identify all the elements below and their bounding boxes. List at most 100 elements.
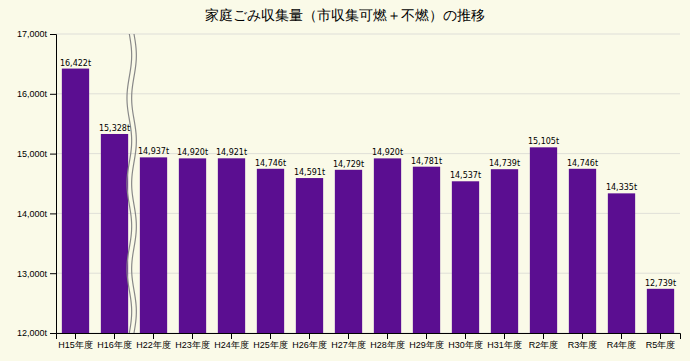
y-axis: 12,000t 13,000t 14,000t 15,000t 16,000t 17,00… bbox=[17, 29, 57, 338]
x-tick-mark bbox=[426, 333, 427, 339]
x-tick-label: H23年度 bbox=[175, 340, 210, 350]
x-tick: H27年度 bbox=[331, 333, 366, 350]
data-label: 15,328t bbox=[99, 124, 130, 133]
y-tick-mark bbox=[50, 273, 56, 274]
bar bbox=[530, 147, 557, 333]
grid bbox=[56, 34, 680, 333]
bar bbox=[296, 178, 323, 333]
x-tick-label: H22年度 bbox=[136, 340, 171, 350]
x-axis-line bbox=[57, 334, 681, 340]
data-label: 14,781t bbox=[411, 157, 442, 166]
y-tick-mark bbox=[50, 333, 56, 334]
x-tick-mark bbox=[387, 333, 388, 339]
data-label: 14,739t bbox=[489, 159, 520, 168]
x-tick-label: R2年度 bbox=[529, 340, 559, 350]
x-tick: H25年度 bbox=[253, 333, 288, 350]
y-tick: 13,000t bbox=[17, 269, 56, 279]
plot: 16,422t 15,328t 14,937t 14,920t 14,921t 14,74… bbox=[17, 29, 681, 350]
x-tick-mark bbox=[660, 333, 661, 339]
y-tick-label: 15,000t bbox=[17, 149, 48, 159]
x-tick-mark bbox=[153, 333, 154, 339]
x-tick: H26年度 bbox=[292, 333, 327, 350]
x-tick: H15年度 bbox=[58, 333, 93, 350]
bar bbox=[569, 169, 596, 333]
x-tick-label: H31年度 bbox=[487, 340, 522, 350]
x-tick-mark bbox=[504, 333, 505, 339]
y-axis-line bbox=[50, 35, 57, 334]
x-tick: H23年度 bbox=[175, 333, 210, 350]
axis-break bbox=[127, 34, 136, 333]
y-tick-mark bbox=[50, 34, 56, 35]
break-line bbox=[132, 34, 137, 333]
y-tick-mark bbox=[50, 154, 56, 155]
data-label: 14,335t bbox=[606, 183, 637, 192]
x-axis: H15年度 H16年度 H22年度 H23年度 H24年度 H25年度 H26年度 H27年度… bbox=[57, 333, 681, 350]
bar bbox=[374, 158, 401, 333]
break-line bbox=[127, 34, 132, 333]
bar bbox=[335, 170, 362, 333]
y-tick: 12,000t bbox=[17, 328, 56, 338]
title: 家庭ごみ収集量（市収集可燃＋不燃）の推移 bbox=[205, 7, 485, 23]
bar bbox=[491, 169, 518, 333]
x-tick-mark bbox=[114, 333, 115, 339]
x-tick: H31年度 bbox=[487, 333, 522, 350]
x-tick-label: H30年度 bbox=[448, 340, 483, 350]
x-tick: H22年度 bbox=[136, 333, 171, 350]
x-tick-mark bbox=[75, 333, 76, 339]
x-tick: H16年度 bbox=[97, 333, 132, 350]
x-tick-mark bbox=[621, 333, 622, 339]
bar bbox=[140, 157, 167, 333]
x-tick-label: H28年度 bbox=[370, 340, 405, 350]
x-tick-label: H29年度 bbox=[409, 340, 444, 350]
chart: 16,422t 15,328t 14,937t 14,920t 14,921t 14,74… bbox=[0, 0, 690, 361]
x-tick: H30年度 bbox=[448, 333, 483, 350]
x-tick-label: H15年度 bbox=[58, 340, 93, 350]
data-labels: 16,422t 15,328t 14,937t 14,920t 14,921t 14,74… bbox=[60, 59, 676, 288]
data-label: 14,921t bbox=[216, 148, 247, 157]
x-tick: R4年度 bbox=[607, 333, 637, 350]
x-tick-mark bbox=[192, 333, 193, 339]
data-label: 14,920t bbox=[372, 148, 403, 157]
y-tick: 17,000t bbox=[17, 29, 56, 39]
x-tick-label: H16年度 bbox=[97, 340, 132, 350]
data-label: 14,537t bbox=[450, 171, 481, 180]
y-tick-label: 14,000t bbox=[17, 209, 48, 219]
bar bbox=[608, 193, 635, 333]
bar bbox=[413, 167, 440, 333]
x-tick-label: H25年度 bbox=[253, 340, 288, 350]
x-tick: R5年度 bbox=[646, 333, 676, 350]
y-tick: 16,000t bbox=[17, 89, 56, 99]
x-tick: H28年度 bbox=[370, 333, 405, 350]
bars bbox=[62, 69, 674, 333]
data-label: 14,937t bbox=[138, 147, 169, 156]
y-tick-label: 17,000t bbox=[17, 29, 48, 39]
bar bbox=[647, 289, 674, 333]
y-tick-label: 16,000t bbox=[17, 89, 48, 99]
y-tick: 14,000t bbox=[17, 209, 56, 219]
x-tick-mark bbox=[270, 333, 271, 339]
data-label: 16,422t bbox=[60, 59, 91, 68]
data-label: 14,920t bbox=[177, 148, 208, 157]
bar bbox=[179, 158, 206, 333]
x-tick-mark bbox=[231, 333, 232, 339]
bar bbox=[452, 181, 479, 333]
x-tick-mark bbox=[465, 333, 466, 339]
data-label: 14,746t bbox=[255, 159, 286, 168]
bar bbox=[218, 158, 245, 333]
x-tick-label: H24年度 bbox=[214, 340, 249, 350]
data-label: 14,729t bbox=[333, 160, 364, 169]
x-tick-mark bbox=[309, 333, 310, 339]
y-tick-mark bbox=[50, 94, 56, 95]
data-label: 15,105t bbox=[528, 137, 559, 146]
data-label: 14,591t bbox=[294, 168, 325, 177]
y-tick-label: 12,000t bbox=[17, 328, 48, 338]
bar bbox=[257, 169, 284, 333]
x-tick-label: H27年度 bbox=[331, 340, 366, 350]
x-tick: H29年度 bbox=[409, 333, 444, 350]
x-tick: H24年度 bbox=[214, 333, 249, 350]
grid-line bbox=[56, 34, 680, 35]
x-tick-label: R3年度 bbox=[568, 340, 598, 350]
y-tick-label: 13,000t bbox=[17, 269, 48, 279]
x-tick-mark bbox=[543, 333, 544, 339]
y-tick-mark bbox=[50, 213, 56, 214]
